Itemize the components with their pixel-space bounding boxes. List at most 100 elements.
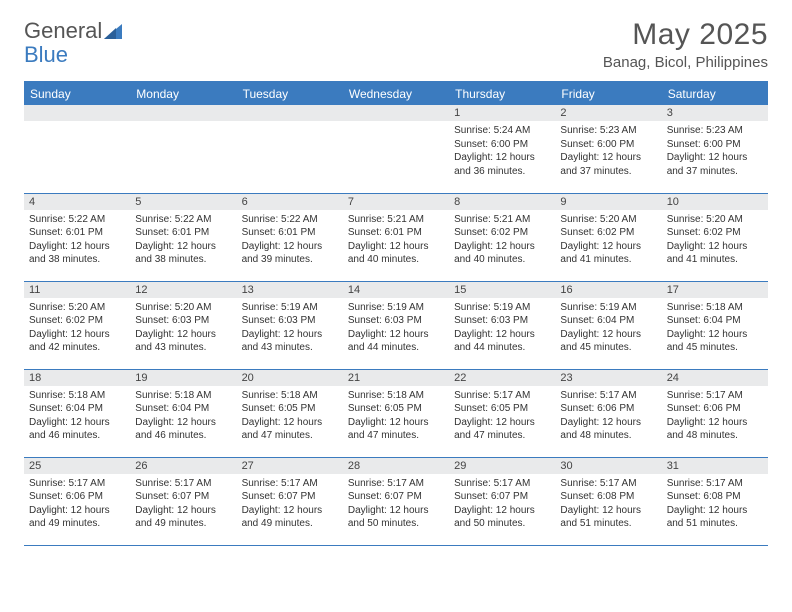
calendar-cell: 20Sunrise: 5:18 AMSunset: 6:05 PMDayligh… — [237, 369, 343, 457]
calendar-cell — [343, 105, 449, 193]
day-number: 19 — [130, 370, 236, 386]
day-number: 26 — [130, 458, 236, 474]
calendar-cell — [24, 105, 130, 193]
day-number: 24 — [662, 370, 768, 386]
calendar-cell: 9Sunrise: 5:20 AMSunset: 6:02 PMDaylight… — [555, 193, 661, 281]
weekday-saturday: Saturday — [662, 82, 768, 105]
calendar-cell: 4Sunrise: 5:22 AMSunset: 6:01 PMDaylight… — [24, 193, 130, 281]
calendar-cell: 23Sunrise: 5:17 AMSunset: 6:06 PMDayligh… — [555, 369, 661, 457]
day-number: 21 — [343, 370, 449, 386]
day-info: Sunrise: 5:23 AMSunset: 6:00 PMDaylight:… — [555, 121, 661, 180]
day-number: 20 — [237, 370, 343, 386]
weekday-thursday: Thursday — [449, 82, 555, 105]
title-block: May 2025 Banag, Bicol, Philippines — [603, 18, 768, 71]
calendar-cell — [237, 105, 343, 193]
calendar-cell: 10Sunrise: 5:20 AMSunset: 6:02 PMDayligh… — [662, 193, 768, 281]
day-number: 7 — [343, 194, 449, 210]
weekday-header-row: Sunday Monday Tuesday Wednesday Thursday… — [24, 82, 768, 105]
day-info: Sunrise: 5:17 AMSunset: 6:08 PMDaylight:… — [555, 474, 661, 533]
calendar-cell: 14Sunrise: 5:19 AMSunset: 6:03 PMDayligh… — [343, 281, 449, 369]
calendar-cell: 6Sunrise: 5:22 AMSunset: 6:01 PMDaylight… — [237, 193, 343, 281]
day-number: 23 — [555, 370, 661, 386]
logo-text-blue: Blue — [24, 42, 68, 68]
day-info: Sunrise: 5:20 AMSunset: 6:02 PMDaylight:… — [555, 210, 661, 269]
calendar-cell — [130, 105, 236, 193]
calendar-cell: 17Sunrise: 5:18 AMSunset: 6:04 PMDayligh… — [662, 281, 768, 369]
day-number: 22 — [449, 370, 555, 386]
day-number-empty — [237, 105, 343, 121]
weekday-friday: Friday — [555, 82, 661, 105]
calendar-cell: 7Sunrise: 5:21 AMSunset: 6:01 PMDaylight… — [343, 193, 449, 281]
day-info: Sunrise: 5:17 AMSunset: 6:07 PMDaylight:… — [449, 474, 555, 533]
calendar-cell: 29Sunrise: 5:17 AMSunset: 6:07 PMDayligh… — [449, 457, 555, 545]
day-info: Sunrise: 5:19 AMSunset: 6:04 PMDaylight:… — [555, 298, 661, 357]
day-info: Sunrise: 5:17 AMSunset: 6:07 PMDaylight:… — [237, 474, 343, 533]
day-info: Sunrise: 5:17 AMSunset: 6:07 PMDaylight:… — [343, 474, 449, 533]
day-number: 31 — [662, 458, 768, 474]
day-info: Sunrise: 5:23 AMSunset: 6:00 PMDaylight:… — [662, 121, 768, 180]
calendar-cell: 26Sunrise: 5:17 AMSunset: 6:07 PMDayligh… — [130, 457, 236, 545]
day-info: Sunrise: 5:18 AMSunset: 6:05 PMDaylight:… — [343, 386, 449, 445]
calendar-cell: 24Sunrise: 5:17 AMSunset: 6:06 PMDayligh… — [662, 369, 768, 457]
day-number: 30 — [555, 458, 661, 474]
calendar-cell: 12Sunrise: 5:20 AMSunset: 6:03 PMDayligh… — [130, 281, 236, 369]
day-info: Sunrise: 5:24 AMSunset: 6:00 PMDaylight:… — [449, 121, 555, 180]
calendar-cell: 1Sunrise: 5:24 AMSunset: 6:00 PMDaylight… — [449, 105, 555, 193]
day-info: Sunrise: 5:20 AMSunset: 6:03 PMDaylight:… — [130, 298, 236, 357]
calendar-cell: 22Sunrise: 5:17 AMSunset: 6:05 PMDayligh… — [449, 369, 555, 457]
day-info: Sunrise: 5:21 AMSunset: 6:01 PMDaylight:… — [343, 210, 449, 269]
calendar-row: 1Sunrise: 5:24 AMSunset: 6:00 PMDaylight… — [24, 105, 768, 193]
day-number: 25 — [24, 458, 130, 474]
day-info: Sunrise: 5:21 AMSunset: 6:02 PMDaylight:… — [449, 210, 555, 269]
calendar-row: 25Sunrise: 5:17 AMSunset: 6:06 PMDayligh… — [24, 457, 768, 545]
day-number-empty — [343, 105, 449, 121]
day-info: Sunrise: 5:22 AMSunset: 6:01 PMDaylight:… — [24, 210, 130, 269]
weekday-monday: Monday — [130, 82, 236, 105]
day-info: Sunrise: 5:18 AMSunset: 6:04 PMDaylight:… — [130, 386, 236, 445]
weekday-wednesday: Wednesday — [343, 82, 449, 105]
day-number: 6 — [237, 194, 343, 210]
calendar-table: Sunday Monday Tuesday Wednesday Thursday… — [24, 81, 768, 546]
day-number-empty — [130, 105, 236, 121]
calendar-cell: 19Sunrise: 5:18 AMSunset: 6:04 PMDayligh… — [130, 369, 236, 457]
day-number: 5 — [130, 194, 236, 210]
calendar-cell: 15Sunrise: 5:19 AMSunset: 6:03 PMDayligh… — [449, 281, 555, 369]
weekday-tuesday: Tuesday — [237, 82, 343, 105]
day-info: Sunrise: 5:17 AMSunset: 6:05 PMDaylight:… — [449, 386, 555, 445]
day-number: 12 — [130, 282, 236, 298]
calendar-row: 4Sunrise: 5:22 AMSunset: 6:01 PMDaylight… — [24, 193, 768, 281]
day-info: Sunrise: 5:19 AMSunset: 6:03 PMDaylight:… — [449, 298, 555, 357]
calendar-cell: 31Sunrise: 5:17 AMSunset: 6:08 PMDayligh… — [662, 457, 768, 545]
calendar-cell: 30Sunrise: 5:17 AMSunset: 6:08 PMDayligh… — [555, 457, 661, 545]
day-info: Sunrise: 5:17 AMSunset: 6:07 PMDaylight:… — [130, 474, 236, 533]
calendar-cell: 3Sunrise: 5:23 AMSunset: 6:00 PMDaylight… — [662, 105, 768, 193]
day-info: Sunrise: 5:17 AMSunset: 6:06 PMDaylight:… — [24, 474, 130, 533]
day-number: 1 — [449, 105, 555, 121]
day-number: 17 — [662, 282, 768, 298]
calendar-cell: 8Sunrise: 5:21 AMSunset: 6:02 PMDaylight… — [449, 193, 555, 281]
day-info: Sunrise: 5:22 AMSunset: 6:01 PMDaylight:… — [237, 210, 343, 269]
calendar-cell: 28Sunrise: 5:17 AMSunset: 6:07 PMDayligh… — [343, 457, 449, 545]
day-number: 11 — [24, 282, 130, 298]
day-number-empty — [24, 105, 130, 121]
logo: General — [24, 18, 126, 44]
day-info: Sunrise: 5:18 AMSunset: 6:05 PMDaylight:… — [237, 386, 343, 445]
day-number: 29 — [449, 458, 555, 474]
day-info: Sunrise: 5:18 AMSunset: 6:04 PMDaylight:… — [24, 386, 130, 445]
calendar-cell: 27Sunrise: 5:17 AMSunset: 6:07 PMDayligh… — [237, 457, 343, 545]
day-info: Sunrise: 5:20 AMSunset: 6:02 PMDaylight:… — [662, 210, 768, 269]
logo-sail-icon — [104, 22, 126, 40]
day-number: 28 — [343, 458, 449, 474]
day-number: 13 — [237, 282, 343, 298]
calendar-cell: 16Sunrise: 5:19 AMSunset: 6:04 PMDayligh… — [555, 281, 661, 369]
weekday-sunday: Sunday — [24, 82, 130, 105]
day-info: Sunrise: 5:17 AMSunset: 6:06 PMDaylight:… — [662, 386, 768, 445]
calendar-cell: 5Sunrise: 5:22 AMSunset: 6:01 PMDaylight… — [130, 193, 236, 281]
day-info: Sunrise: 5:22 AMSunset: 6:01 PMDaylight:… — [130, 210, 236, 269]
calendar-body: 1Sunrise: 5:24 AMSunset: 6:00 PMDaylight… — [24, 105, 768, 545]
day-number: 15 — [449, 282, 555, 298]
calendar-cell: 25Sunrise: 5:17 AMSunset: 6:06 PMDayligh… — [24, 457, 130, 545]
calendar-row: 11Sunrise: 5:20 AMSunset: 6:02 PMDayligh… — [24, 281, 768, 369]
day-number: 10 — [662, 194, 768, 210]
logo-text-general: General — [24, 18, 102, 44]
